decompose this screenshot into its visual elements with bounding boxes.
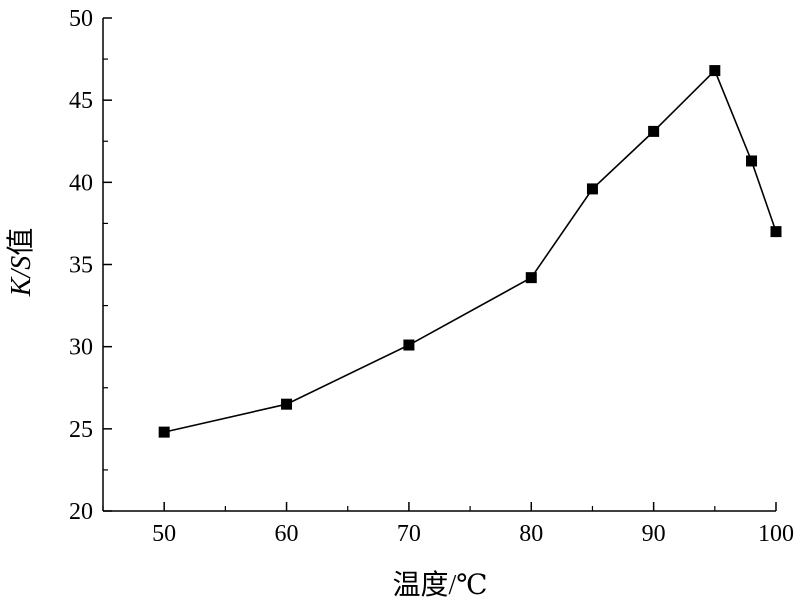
x-tick-label: 100 xyxy=(758,521,794,547)
x-tick-label: 90 xyxy=(642,521,666,547)
y-tick-label: 25 xyxy=(69,417,93,443)
y-axis-title: K/S值 xyxy=(5,228,37,297)
series-line xyxy=(164,69,777,433)
data-point-marker xyxy=(281,398,293,410)
data-point-marker xyxy=(770,226,782,238)
x-axis-title: 温度/℃ xyxy=(392,569,487,601)
data-point-marker xyxy=(586,183,598,195)
y-axis-title-italic: K/S xyxy=(6,256,37,297)
series-layer xyxy=(158,65,782,438)
axes: 50 60 70 80 90 100 20 25 30 35 40 45 50 xyxy=(69,6,794,547)
data-point-marker xyxy=(746,155,758,167)
y-tick-label: 40 xyxy=(69,170,93,196)
x-tick-label: 70 xyxy=(397,521,421,547)
data-point-marker xyxy=(709,65,721,77)
y-tick-label: 30 xyxy=(69,335,93,361)
data-point-marker xyxy=(403,339,415,351)
y-tick-label: 50 xyxy=(69,6,93,32)
y-tick-label: 45 xyxy=(69,88,93,114)
y-axis-title-rest: 值 xyxy=(5,228,37,256)
x-tick-label: 60 xyxy=(275,521,299,547)
y-tick-label: 20 xyxy=(69,499,93,525)
data-point-marker xyxy=(525,272,537,284)
data-point-marker xyxy=(648,125,660,137)
x-tick-label: 50 xyxy=(152,521,176,547)
data-point-marker xyxy=(158,426,170,438)
x-tick-label: 80 xyxy=(519,521,543,547)
y-tick-label: 35 xyxy=(69,253,93,279)
